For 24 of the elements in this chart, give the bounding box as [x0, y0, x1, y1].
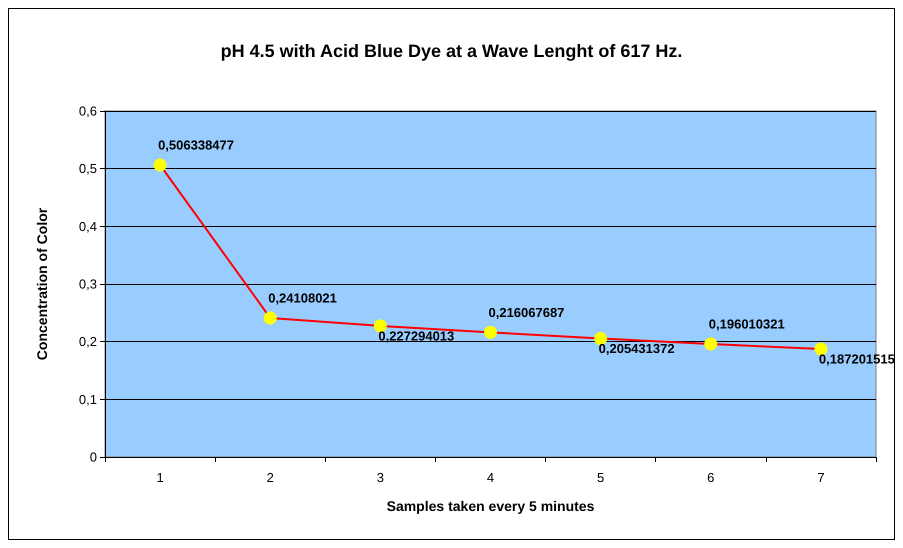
- y-tick-label: 0,1: [78, 392, 97, 407]
- data-label: 0,24108021: [268, 290, 337, 306]
- chart-title: pH 4.5 with Acid Blue Dye at a Wave Lenght of 617 Hz.: [220, 41, 682, 61]
- x-tick-label: 4: [486, 470, 494, 485]
- y-tick-label: 0,5: [78, 161, 97, 176]
- x-tick-label: 1: [156, 470, 164, 485]
- x-tick-label: 7: [817, 470, 825, 485]
- data-label: 0,506338477: [158, 138, 234, 153]
- x-axis-title: Samples taken every 5 minutes: [386, 498, 595, 514]
- y-axis-title: Concentration of Color: [34, 207, 50, 360]
- y-tick-label: 0: [90, 450, 97, 464]
- y-tick-label: 0,4: [78, 218, 97, 234]
- y-tick-label: 0,6: [78, 104, 97, 118]
- data-label: 0,187201515: [818, 352, 895, 367]
- x-tick-label: 5: [597, 470, 604, 485]
- data-label: 0,196010321: [708, 316, 785, 332]
- x-tick-label: 2: [266, 470, 274, 485]
- data-label: 0,216067687: [488, 304, 564, 320]
- data-label: 0,227294013: [378, 328, 454, 344]
- y-tick-label: 0,2: [78, 334, 97, 350]
- data-label: 0,205431372: [598, 341, 675, 356]
- y-tick-label: 0,3: [78, 276, 97, 292]
- x-tick-label: 3: [376, 470, 384, 485]
- x-tick-label: 6: [707, 470, 714, 485]
